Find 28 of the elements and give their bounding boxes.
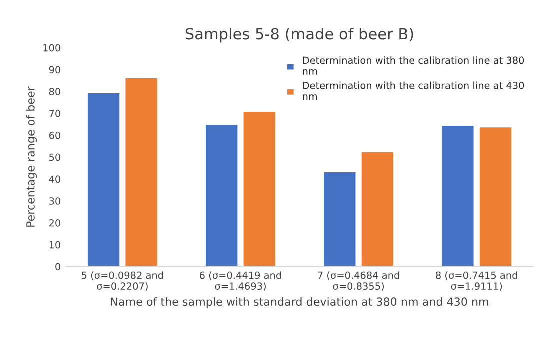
y-tick-label: 20 bbox=[49, 219, 60, 227]
y-tick-label: 40 bbox=[49, 176, 60, 184]
bar bbox=[124, 77, 159, 267]
x-axis-title: Name of the sample with standard deviation at 380 nm and 430 nm bbox=[111, 297, 488, 308]
y-tick-label: 60 bbox=[49, 132, 60, 140]
bar bbox=[478, 126, 513, 267]
x-tick-label: 6 (σ=0.4419 and σ=1.4693) bbox=[200, 272, 282, 292]
y-axis-title: Percentage range of beer bbox=[26, 86, 38, 227]
chart-title: Samples 5-8 (made of beer B) bbox=[186, 28, 414, 43]
x-tick-label: 5 (σ=0.0982 and σ=0.2207) bbox=[82, 272, 164, 292]
y-tick-label: 30 bbox=[50, 198, 60, 205]
y-tick-label: 50 bbox=[50, 154, 60, 162]
legend-label: Determination with the calibration line at 430 nm bbox=[303, 82, 524, 100]
bar bbox=[440, 124, 476, 267]
legend-label: Determination with the calibration line at 380 nm bbox=[303, 56, 524, 75]
y-tick-label: 90 bbox=[49, 66, 60, 74]
bar bbox=[86, 92, 121, 267]
x-tick-label: 8 (σ=0.7415 and σ=1.9111) bbox=[436, 272, 518, 292]
y-tick-label: 70 bbox=[50, 110, 60, 118]
bar bbox=[242, 110, 277, 267]
y-tick-label: 80 bbox=[49, 88, 60, 96]
x-tick-label: 7 (σ=0.4684 and σ=0.8355) bbox=[318, 272, 400, 292]
y-tick-label: 0 bbox=[56, 263, 60, 271]
y-tick-label: 10 bbox=[50, 241, 60, 249]
bar bbox=[322, 171, 358, 267]
bar bbox=[360, 150, 395, 267]
y-tick-label: 100 bbox=[44, 44, 60, 52]
bar bbox=[204, 124, 240, 267]
